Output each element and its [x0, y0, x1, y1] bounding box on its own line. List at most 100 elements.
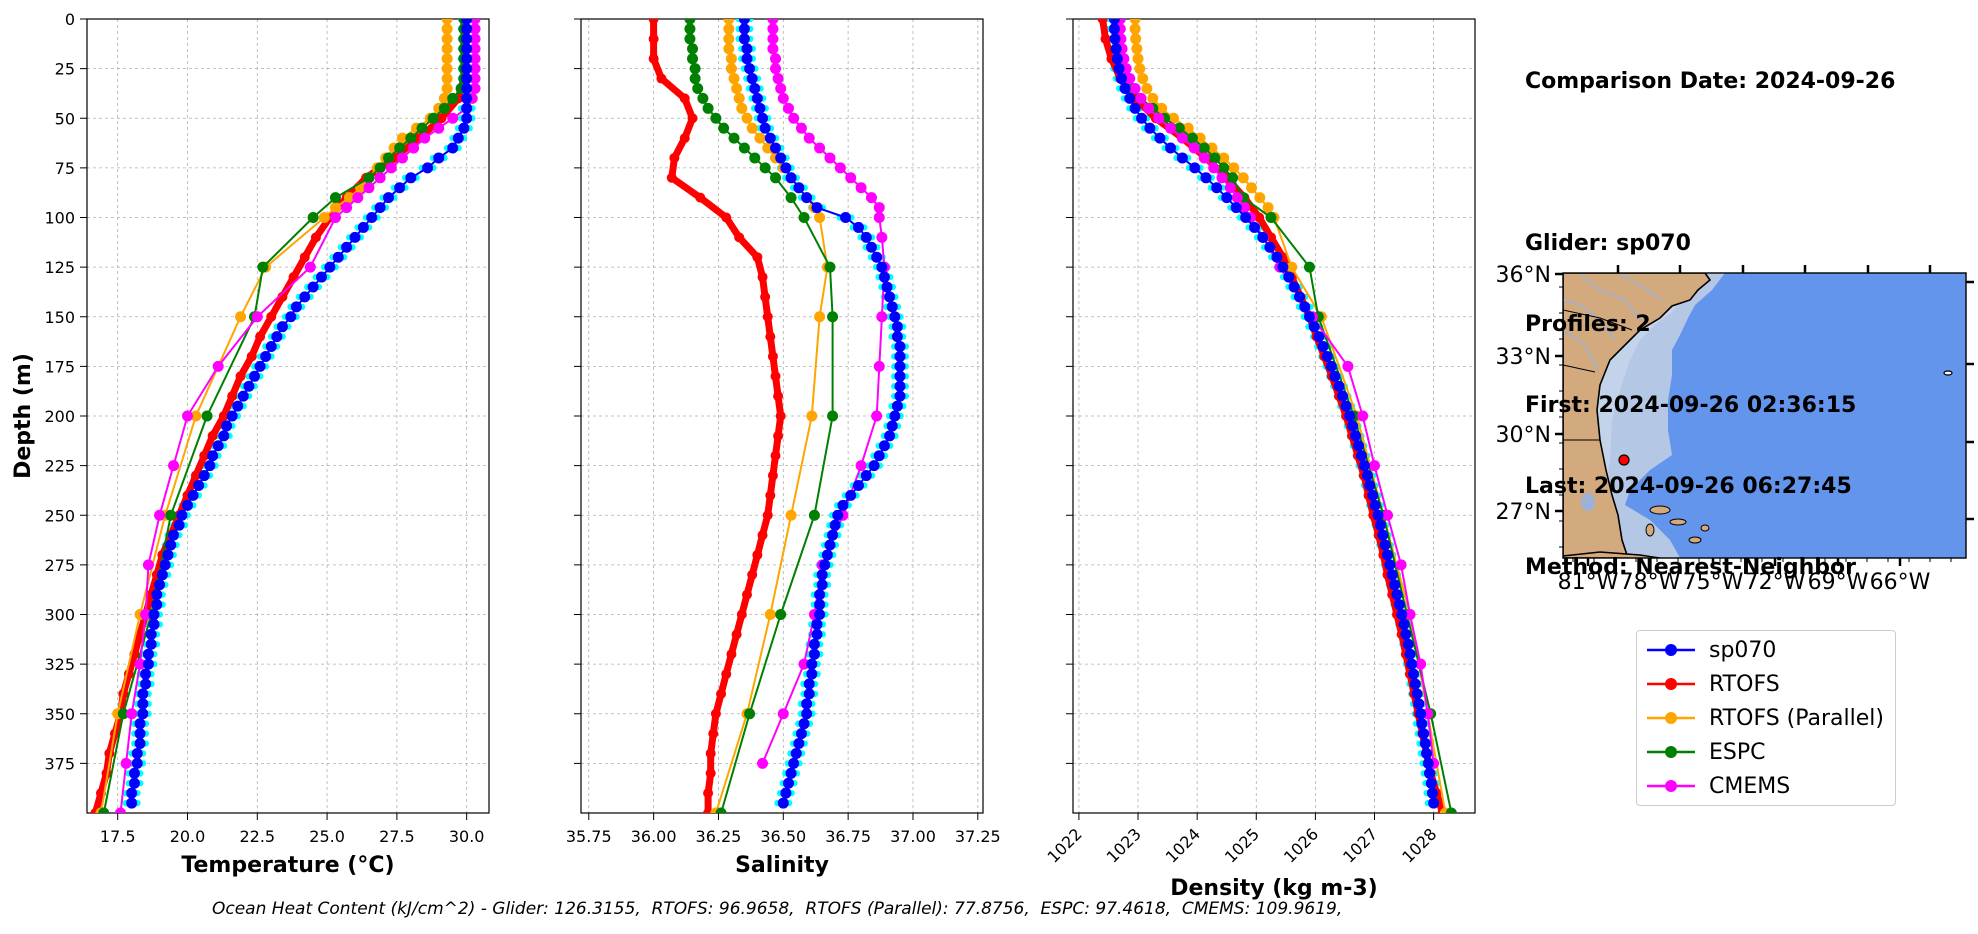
- data-point-rtofs-parallel: [1246, 182, 1258, 194]
- data-point-rtofs: [731, 629, 742, 640]
- data-point-rtofs: [687, 113, 698, 124]
- x-tick-label: 27.5: [379, 827, 415, 846]
- data-point-rtofs: [666, 172, 677, 183]
- data-point-espc: [827, 410, 839, 422]
- data-point-espc: [201, 410, 213, 422]
- data-point-sp070: [738, 19, 750, 25]
- data-point-sp070: [827, 529, 839, 541]
- data-point-espc: [824, 261, 836, 273]
- data-point-cmems: [469, 63, 481, 75]
- data-point-espc: [687, 43, 699, 55]
- data-point-sp070: [366, 212, 378, 223]
- data-point-cmems: [1135, 92, 1147, 104]
- data-point-cmems: [814, 142, 826, 154]
- data-point-sp070: [873, 450, 885, 462]
- data-point-espc: [728, 132, 740, 144]
- data-point-rtofs-parallel: [1131, 43, 1143, 55]
- x-tick-label: 35.75: [566, 827, 612, 846]
- data-point-rtofs: [757, 530, 768, 541]
- data-point-rtofs-parallel: [441, 82, 453, 94]
- x-tick-label: 17.5: [100, 827, 136, 846]
- data-point-sp070: [168, 529, 180, 541]
- data-point-sp070: [1415, 708, 1427, 720]
- data-point-cmems: [1224, 182, 1236, 194]
- map-lake: [1581, 493, 1595, 511]
- data-point-espc: [689, 63, 701, 75]
- data-point-rtofs-parallel: [1194, 132, 1206, 144]
- series-group: [648, 19, 909, 813]
- map-land: [1563, 273, 1712, 558]
- legend-marker-sp070: [1647, 644, 1695, 656]
- data-point-sp070: [1257, 231, 1269, 243]
- data-point-sp070: [276, 321, 288, 333]
- data-point-sp070: [759, 122, 771, 134]
- data-point-sp070: [806, 668, 818, 680]
- data-point-sp070: [461, 102, 473, 114]
- locator-map: 36°N 33°N 30°N 27°N 81°W 78°W 75°W 72°W 69°W 66°W: [1496, 263, 1974, 595]
- data-point-espc: [759, 162, 771, 174]
- data-point-sp070: [142, 658, 154, 670]
- data-point-cmems: [873, 202, 885, 214]
- data-point-rtofs: [703, 788, 714, 799]
- data-point-sp070: [881, 281, 893, 293]
- x-tick-label: 1026: [1280, 824, 1322, 866]
- data-point-sp070: [801, 192, 813, 204]
- data-point-sp070: [207, 450, 219, 462]
- data-point-sp070: [187, 489, 199, 501]
- data-point-sp070: [741, 43, 753, 55]
- data-point-rtofs: [679, 93, 690, 104]
- data-point-sp070: [232, 400, 244, 412]
- data-point-rtofs-parallel: [723, 19, 735, 25]
- y-tick-label: 300: [44, 606, 75, 625]
- data-point-sp070: [357, 221, 369, 233]
- data-point-cmems: [304, 261, 316, 273]
- data-point-rtofs-parallel: [1147, 92, 1159, 104]
- data-point-rtofs-parallel: [746, 122, 758, 134]
- data-point-sp070: [226, 410, 238, 422]
- data-point-sp070: [1364, 479, 1376, 491]
- data-point-espc: [702, 102, 714, 114]
- data-point-sp070: [243, 380, 255, 392]
- data-point-sp070: [894, 350, 906, 362]
- legend-marker-rtofs: [1647, 678, 1695, 690]
- data-point-sp070: [829, 519, 841, 531]
- legend-marker-rtofs-parallel: [1647, 712, 1695, 724]
- data-point-sp070: [332, 251, 344, 263]
- lon-tick-label: 78°W: [1620, 570, 1681, 595]
- legend-entry-espc: ESPC: [1645, 737, 1766, 767]
- data-point-sp070: [1350, 430, 1362, 442]
- data-point-espc: [692, 82, 704, 94]
- data-point-sp070: [461, 43, 473, 55]
- data-point-rtofs-parallel: [235, 311, 247, 323]
- data-point-sp070: [148, 609, 160, 620]
- data-point-rtofs-parallel: [764, 609, 776, 620]
- x-tick-label: 37.25: [955, 827, 1001, 846]
- data-point-rtofs: [762, 311, 773, 322]
- data-point-sp070: [461, 63, 473, 75]
- data-point-sp070: [1136, 112, 1148, 124]
- data-point-sp070: [1129, 102, 1141, 114]
- data-point-rtofs: [218, 411, 229, 421]
- data-point-rtofs: [648, 33, 659, 44]
- data-point-sp070: [1379, 539, 1391, 551]
- data-point-espc: [117, 708, 129, 720]
- data-point-sp070: [1110, 43, 1122, 55]
- data-point-sp070: [832, 509, 844, 521]
- data-point-sp070: [154, 579, 166, 591]
- data-point-sp070: [1124, 92, 1136, 104]
- data-point-sp070: [770, 142, 782, 154]
- data-point-espc: [1303, 261, 1315, 273]
- data-point-cmems: [341, 202, 353, 214]
- y-axis-label: Depth (m): [11, 353, 36, 479]
- data-point-sp070: [1308, 321, 1320, 333]
- data-point-sp070: [1115, 73, 1127, 85]
- data-point-sp070: [1386, 569, 1398, 581]
- data-point-rtofs: [708, 728, 719, 739]
- y-tick-label: 150: [44, 308, 75, 327]
- data-point-sp070: [793, 182, 805, 194]
- data-point-rtofs: [765, 331, 776, 342]
- data-point-sp070: [1211, 182, 1223, 194]
- data-point-cmems: [1231, 192, 1243, 204]
- data-point-sp070: [1333, 380, 1345, 392]
- data-point-sp070: [324, 261, 336, 273]
